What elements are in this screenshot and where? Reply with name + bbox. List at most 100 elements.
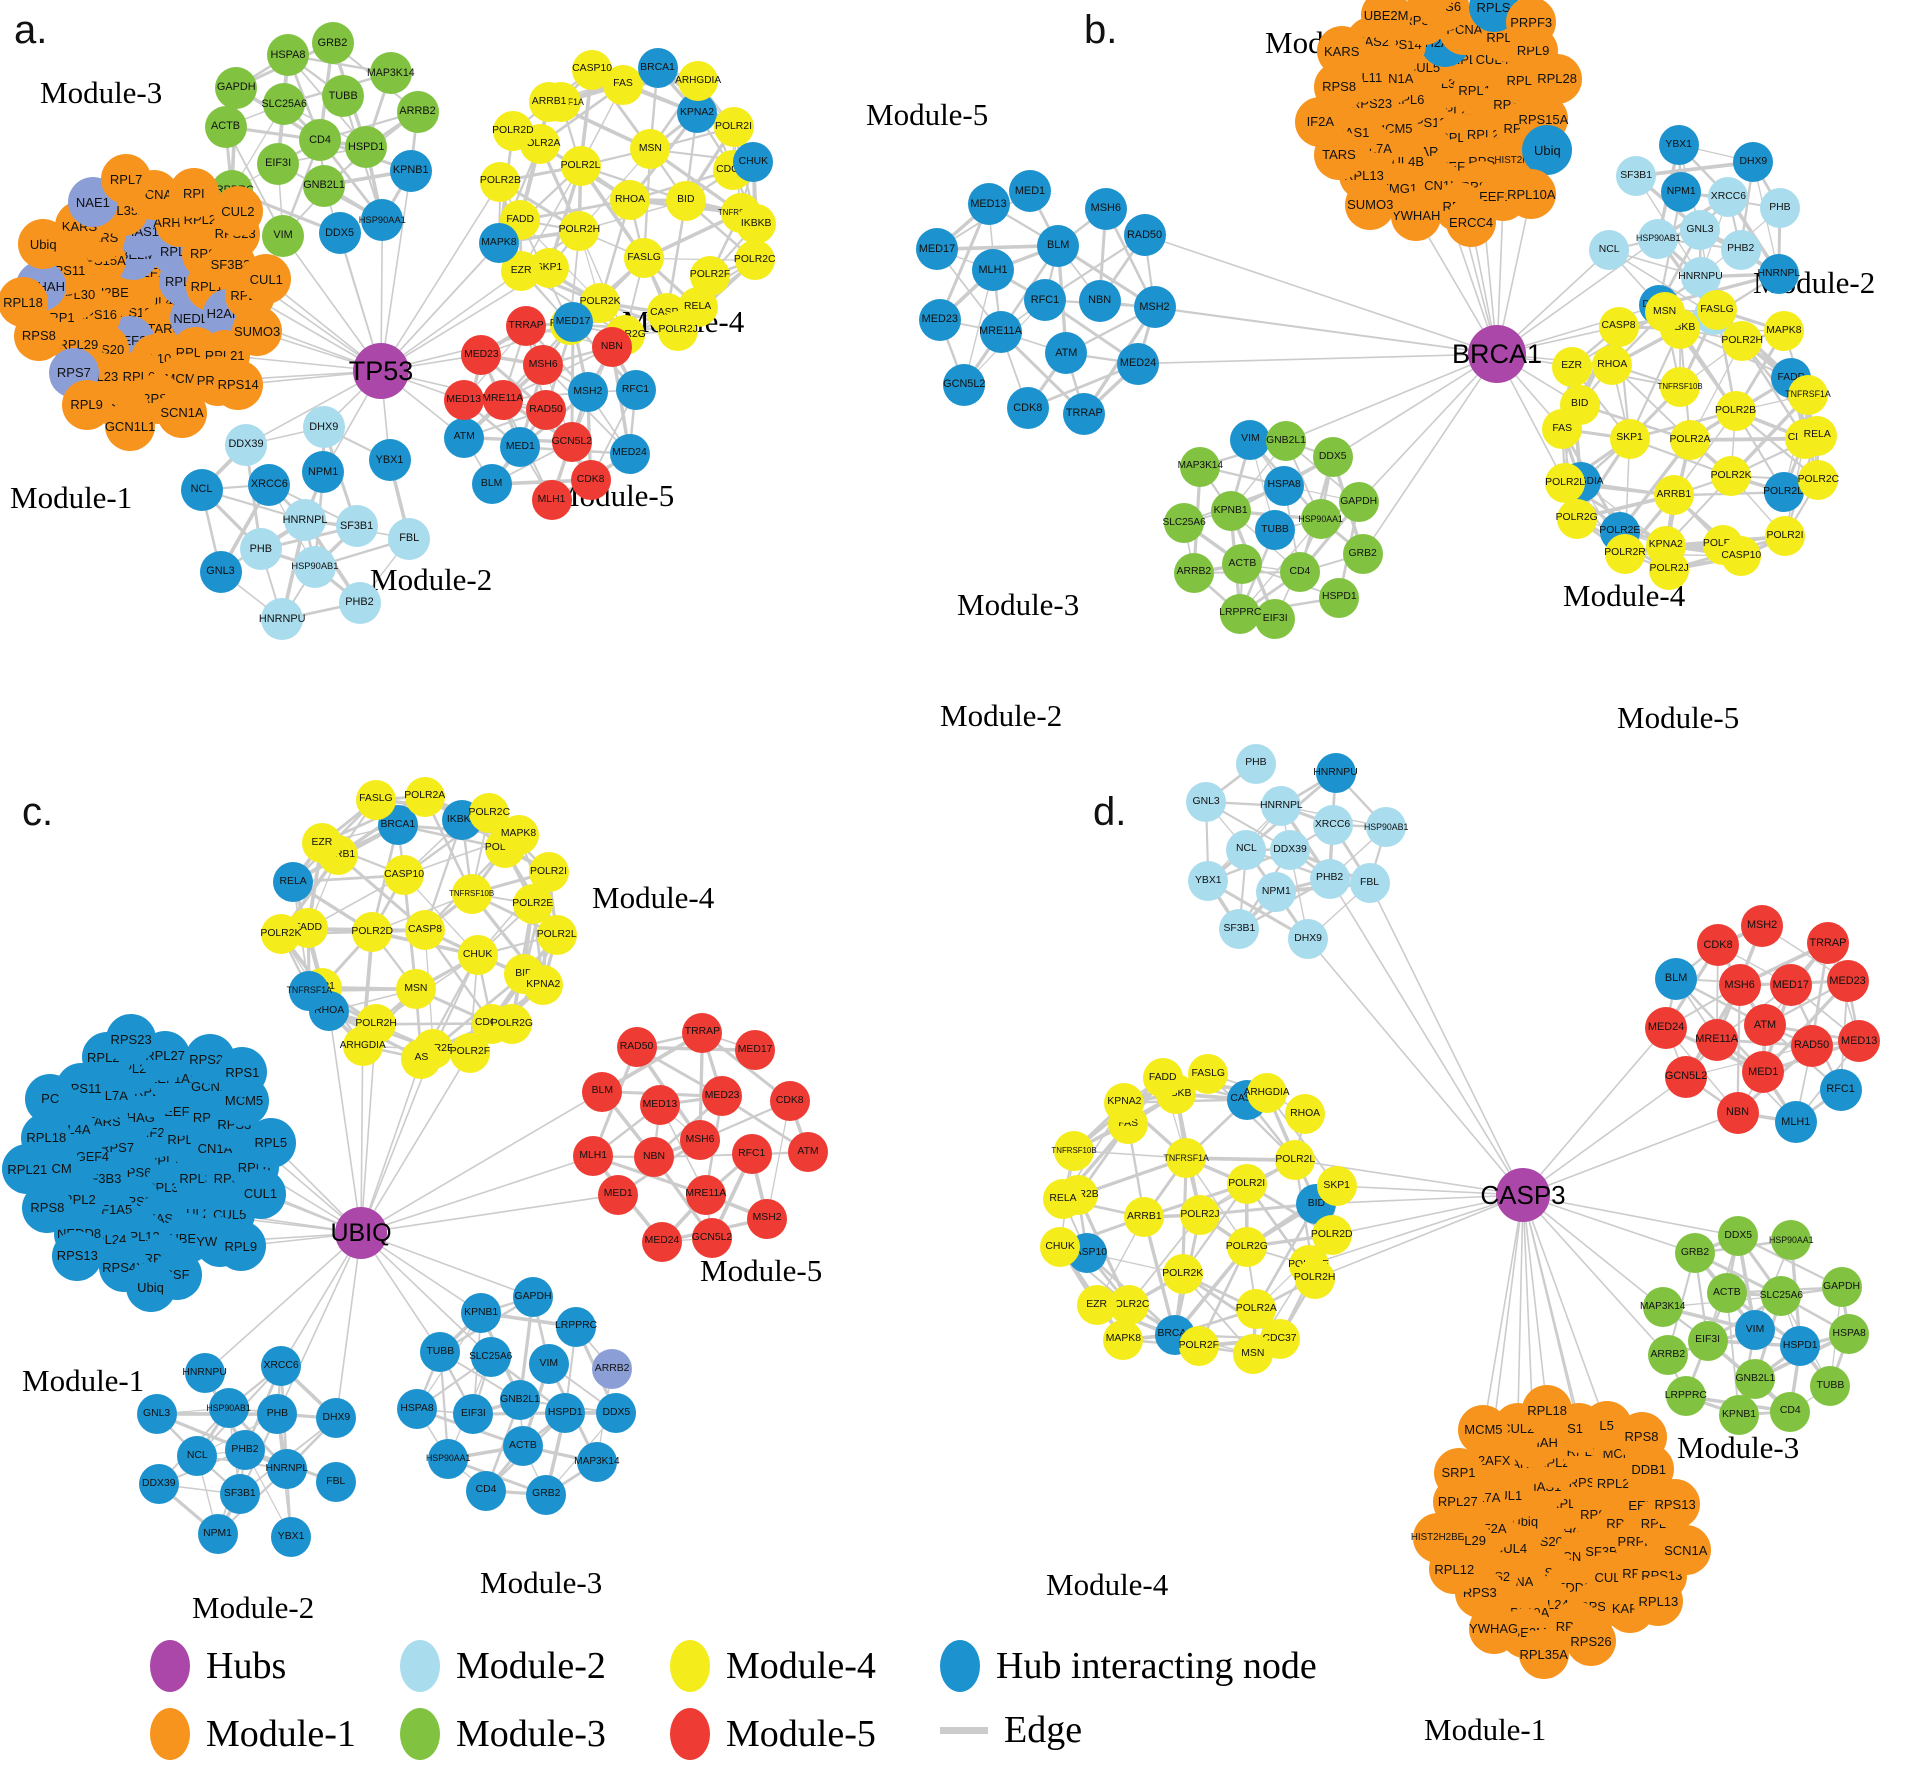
network-node[interactable]: CD4	[1770, 1391, 1811, 1432]
network-node[interactable]: EZR	[1076, 1285, 1117, 1326]
network-node[interactable]: MSH2	[1741, 904, 1784, 947]
network-node[interactable]: POLR2G	[1226, 1226, 1268, 1267]
network-node[interactable]: CHUK	[1040, 1226, 1081, 1267]
network-node[interactable]: DHX9	[1288, 919, 1329, 960]
network-node[interactable]: PHB2	[1309, 858, 1350, 899]
network-node[interactable]: RHOA	[1285, 1093, 1326, 1134]
network-node[interactable]: MED24	[1645, 1006, 1688, 1049]
network-node[interactable]: RPL18	[0, 277, 48, 328]
network-node[interactable]: NBN	[1716, 1091, 1759, 1134]
network-node[interactable]: KPNA2	[1104, 1082, 1145, 1123]
network-node[interactable]: PHB	[1235, 743, 1276, 784]
network-node[interactable]: MLH1	[1774, 1101, 1817, 1144]
network-node[interactable]: SRP1	[1433, 1447, 1484, 1498]
network-node[interactable]: RPL28	[1532, 53, 1583, 104]
network-node[interactable]: ACTB	[1706, 1273, 1747, 1313]
network-node[interactable]: YWHAG	[1468, 1603, 1519, 1654]
network-node[interactable]: XRCC6	[1312, 804, 1353, 845]
node-label: RHOA	[1290, 1107, 1321, 1119]
network-node[interactable]: MED13	[1838, 1020, 1881, 1062]
node-label: HSPA8	[1832, 1327, 1866, 1339]
legend-label: Hubs	[206, 1645, 287, 1687]
network-node[interactable]: BLM	[1655, 957, 1698, 1000]
network-node[interactable]: MSN	[1232, 1334, 1273, 1375]
network-node[interactable]: GAPDH	[1821, 1267, 1862, 1308]
network-node[interactable]: ATM	[1744, 1004, 1786, 1046]
network-node[interactable]: HNRNPL	[1260, 785, 1303, 826]
network-node[interactable]: KPNB1	[1719, 1394, 1759, 1435]
node-label: CDK8	[1703, 938, 1733, 951]
network-node[interactable]: FADD	[1142, 1058, 1183, 1099]
network-node[interactable]: TRRAP	[1807, 922, 1849, 965]
node-label: HSPD1	[1782, 1339, 1818, 1351]
node-label: L5	[1599, 1418, 1614, 1434]
network-node[interactable]: RFC1	[1819, 1068, 1862, 1111]
network-node[interactable]: MCM5	[1458, 1404, 1509, 1455]
legend-label: Module-2	[456, 1645, 606, 1687]
network-node[interactable]: EIF3I	[1687, 1320, 1728, 1361]
network-node[interactable]: MSH6	[1718, 964, 1761, 1007]
network-node[interactable]: RAD50	[1790, 1024, 1833, 1067]
network-node[interactable]: NA	[1404, 0, 1455, 15]
network-node[interactable]: RPS26	[1566, 1616, 1616, 1667]
node-label: NBN	[1726, 1106, 1749, 1119]
network-node[interactable]: MED17	[1769, 964, 1812, 1007]
network-node[interactable]: SKP1	[1316, 1166, 1357, 1206]
node-label: HSP90AA1	[1769, 1234, 1814, 1245]
network-node[interactable]: NPM1	[1256, 871, 1297, 912]
legend-item: Hub interacting node	[940, 1640, 1317, 1692]
network-node[interactable]: VIM	[1735, 1310, 1775, 1350]
network-node[interactable]: POLR2D	[1311, 1215, 1352, 1255]
network-node[interactable]: MAP3K14	[1639, 1287, 1686, 1328]
node-label: POLR2F	[1178, 1339, 1220, 1351]
node-label: GCN5L2	[1664, 1070, 1708, 1083]
module-label: Module-3	[1677, 1430, 1800, 1465]
network-node[interactable]: HSPA8	[1829, 1313, 1870, 1354]
network-node[interactable]: POLR2F	[1178, 1326, 1220, 1367]
legend-item: Edge	[940, 1708, 1082, 1752]
network-node[interactable]: RPS8	[1616, 1411, 1667, 1462]
node-label: GAPDH	[1823, 1281, 1860, 1293]
network-node[interactable]: SCN1A	[1660, 1525, 1711, 1576]
legend-item: Module-1	[150, 1708, 356, 1760]
network-node[interactable]: FBL	[1349, 863, 1390, 904]
module-label: Module-1	[10, 480, 133, 515]
node-label: POLR2I	[1228, 1177, 1266, 1189]
node-label: ARRB2	[1650, 1349, 1686, 1361]
network-node[interactable]: GNL3	[1186, 781, 1227, 822]
node-label: RPL12	[1434, 1561, 1475, 1577]
network-node[interactable]: HIST2H2BE	[1411, 1513, 1464, 1563]
node-label: EZR	[1086, 1299, 1107, 1311]
network-node[interactable]: POLR2H	[1294, 1258, 1335, 1299]
network-node[interactable]: NCL	[1226, 829, 1267, 870]
node-label: SLC25A6	[1759, 1289, 1803, 1301]
network-node[interactable]: GCN5L2	[1664, 1055, 1708, 1098]
node-label: MAP3K14	[1639, 1301, 1686, 1313]
network-node[interactable]: MED23	[702, 1076, 743, 1117]
network-node[interactable]: MED23	[1826, 960, 1869, 1002]
network-node[interactable]: MAPK8	[1103, 1319, 1144, 1360]
node-label: RAD50	[1794, 1039, 1830, 1052]
network-node[interactable]: MSN	[630, 129, 671, 170]
node-label: POLR2J	[1180, 1208, 1220, 1220]
node-label: HNRNPU	[1313, 766, 1358, 778]
network-node[interactable]: POLR2K	[1162, 1254, 1203, 1295]
network-node[interactable]: ARHGDIA	[1244, 1072, 1290, 1113]
network-node[interactable]: ARRB2	[1647, 1335, 1688, 1376]
network-node[interactable]: TNFRSF1A	[1163, 1138, 1209, 1179]
network-node[interactable]: DDX39	[1270, 830, 1310, 870]
network-node[interactable]: POLR2I	[1226, 1164, 1267, 1204]
network-node[interactable]: MRE11A	[1695, 1018, 1738, 1061]
network-node[interactable]: LRPPRC	[1665, 1376, 1707, 1417]
network-node[interactable]: DDX5	[1718, 1216, 1759, 1256]
network-node[interactable]: RPL35A	[1518, 1629, 1569, 1679]
network-node[interactable]: TUBB	[322, 75, 365, 118]
network-node[interactable]: TNFRSF10B	[1051, 1130, 1097, 1171]
network-node[interactable]: HNRNPU	[1313, 753, 1358, 794]
network-node[interactable]: POLR2J	[1180, 1195, 1220, 1235]
legend-color-swatch	[400, 1708, 440, 1760]
hub-node-casp3[interactable]: CASP3	[1480, 1168, 1566, 1222]
network-node[interactable]: FASLG	[1188, 1053, 1229, 1094]
node-label: RFC1	[1826, 1083, 1855, 1096]
module-label: Module-2	[192, 1590, 315, 1625]
